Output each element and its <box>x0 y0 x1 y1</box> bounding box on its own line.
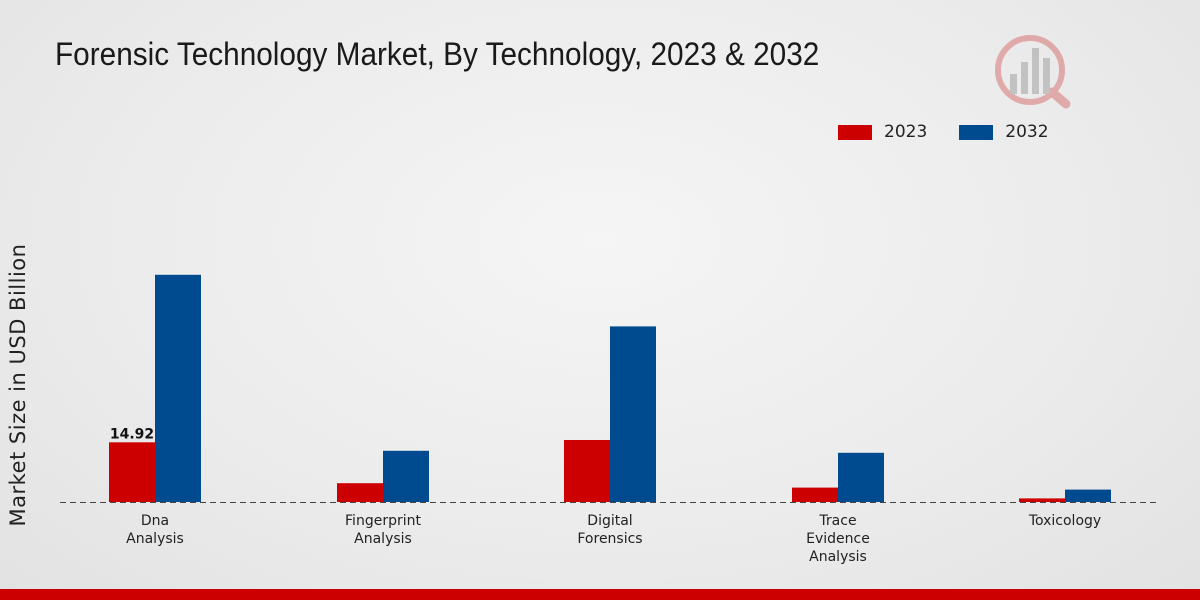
chart-title: Forensic Technology Market, By Technolog… <box>55 36 820 72</box>
bar-2023-1 <box>337 483 383 502</box>
logo-bar-1 <box>1010 74 1017 94</box>
logo-bar-4 <box>1043 58 1050 94</box>
logo-handle <box>1047 87 1071 109</box>
legend-swatch-2032 <box>959 124 994 140</box>
x-tick-label: Digital Forensics <box>577 513 642 547</box>
legend-swatch-2023 <box>838 124 872 140</box>
footer-bar <box>0 589 1200 600</box>
bar-2023-0 <box>109 442 155 502</box>
x-tick-label: Fingerprint Analysis <box>345 513 421 547</box>
x-tick-label: Dna Analysis <box>126 513 184 547</box>
bar-2032-4 <box>1065 489 1111 502</box>
logo-bar-2 <box>1021 62 1028 94</box>
legend-label-2032: 2032 <box>1005 122 1049 142</box>
bar-2023-4 <box>1019 498 1065 502</box>
logo-ring <box>995 35 1065 105</box>
data-label: 14.92 <box>110 426 154 442</box>
logo-bar-3 <box>1032 48 1039 94</box>
legend-item-2032[interactable]: 2032 <box>959 122 1049 142</box>
bar-2032-3 <box>838 452 884 502</box>
x-tick-label: Toxicology <box>1028 513 1101 529</box>
brand-logo <box>995 35 1071 109</box>
x-tick-label: Trace Evidence Analysis <box>806 513 870 565</box>
legend-label-2023: 2023 <box>884 122 928 142</box>
bar-2023-3 <box>792 487 838 502</box>
bar-2032-1 <box>383 450 429 502</box>
bar-2032-0 <box>155 274 201 502</box>
legend-item-2023[interactable]: 2023 <box>838 122 927 142</box>
bar-2032-2 <box>610 326 656 502</box>
legend: 2023 2032 <box>838 122 1081 142</box>
bar-2023-2 <box>564 440 610 502</box>
